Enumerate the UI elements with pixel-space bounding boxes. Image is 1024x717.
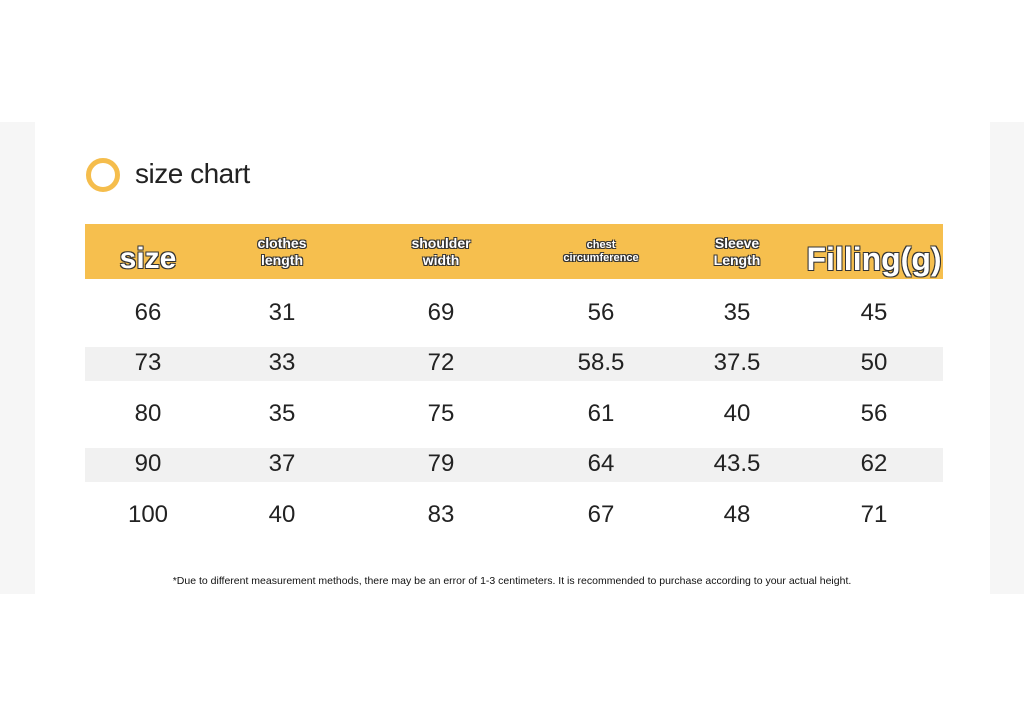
table-cell: 73 — [134, 349, 162, 376]
table-cell: 56 — [587, 299, 615, 326]
column-header: size — [73, 224, 223, 287]
table-cell: 37.5 — [713, 349, 761, 376]
header-line: width — [422, 251, 460, 268]
header-line: clothes — [257, 235, 307, 252]
row-stripe — [85, 448, 943, 482]
header-line: Filling(g) — [806, 241, 942, 278]
table-cell: 40 — [723, 400, 751, 427]
table-cell: 43.5 — [713, 450, 761, 477]
table-cell: 62 — [860, 450, 888, 477]
table-cell: 66 — [134, 299, 162, 326]
table-cell: 40 — [268, 501, 296, 528]
header-line: circumference — [563, 251, 639, 264]
table-cell: 90 — [134, 450, 162, 477]
table-cell: 50 — [860, 349, 888, 376]
footnote: *Due to different measurement methods, t… — [172, 575, 852, 587]
side-panel — [990, 122, 1024, 594]
table-cell: 80 — [134, 400, 162, 427]
column-header: Filling(g) — [799, 224, 949, 287]
column-header: chest circumference — [526, 224, 676, 279]
table-cell: 61 — [587, 400, 615, 427]
title-icon — [86, 158, 120, 192]
table-cell: 35 — [723, 299, 751, 326]
table-cell: 31 — [268, 299, 296, 326]
table-cell: 35 — [268, 400, 296, 427]
table-cell: 79 — [427, 450, 455, 477]
header-line: chest — [586, 238, 616, 251]
table-cell: 72 — [427, 349, 455, 376]
table-cell: 100 — [127, 501, 169, 528]
column-header: Sleeve Length — [662, 224, 812, 279]
table-cell: 58.5 — [577, 349, 625, 376]
table-cell: 67 — [587, 501, 615, 528]
column-header: shoulder width — [366, 224, 516, 279]
side-panel — [0, 122, 35, 594]
header-line: Length — [713, 251, 761, 268]
header-band — [85, 224, 943, 279]
column-header: clothes length — [207, 224, 357, 279]
table-cell: 56 — [860, 400, 888, 427]
header-line: shoulder — [411, 235, 471, 252]
header-line: length — [261, 251, 303, 268]
header-line: size — [119, 242, 177, 276]
table-cell: 37 — [268, 450, 296, 477]
table-cell: 83 — [427, 501, 455, 528]
table-cell: 33 — [268, 349, 296, 376]
table-cell: 45 — [860, 299, 888, 326]
table-cell: 64 — [587, 450, 615, 477]
table-cell: 48 — [723, 501, 751, 528]
table-cell: 75 — [427, 400, 455, 427]
table-cell: 69 — [427, 299, 455, 326]
title: size chart — [135, 158, 250, 189]
row-stripe — [85, 347, 943, 381]
header-line: Sleeve — [714, 235, 760, 252]
table-cell: 71 — [860, 501, 888, 528]
